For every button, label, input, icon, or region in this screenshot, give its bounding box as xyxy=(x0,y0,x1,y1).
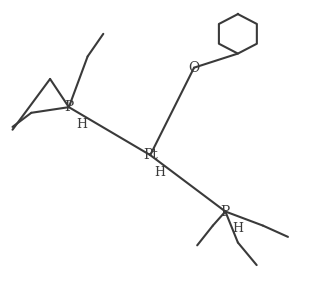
Text: H: H xyxy=(76,118,87,131)
Text: H: H xyxy=(154,166,165,179)
Text: Pt: Pt xyxy=(143,148,158,162)
Text: P: P xyxy=(221,204,230,219)
Text: O: O xyxy=(188,61,200,75)
Text: P: P xyxy=(64,100,74,114)
Text: H: H xyxy=(232,222,244,235)
